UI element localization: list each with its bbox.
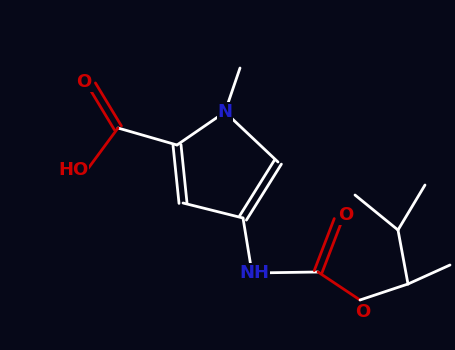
Text: NH: NH (239, 264, 269, 282)
Text: HO: HO (58, 161, 88, 179)
Text: N: N (217, 103, 233, 121)
Text: O: O (76, 73, 91, 91)
Text: O: O (355, 303, 371, 321)
Text: O: O (339, 206, 354, 224)
